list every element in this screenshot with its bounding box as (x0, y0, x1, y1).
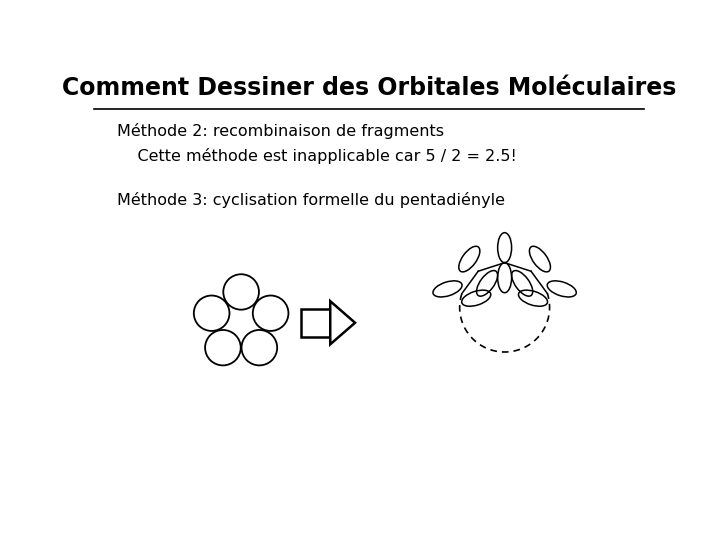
Polygon shape (330, 301, 355, 345)
Text: Cette méthode est inapplicable car 5 / 2 = 2.5!: Cette méthode est inapplicable car 5 / 2… (117, 148, 517, 164)
Text: Méthode 3: cyclisation formelle du pentadiényle: Méthode 3: cyclisation formelle du penta… (117, 192, 505, 208)
Bar (301, 309, 330, 336)
Text: Comment Dessiner des Orbitales Moléculaires: Comment Dessiner des Orbitales Moléculai… (62, 76, 676, 100)
Text: Méthode 2: recombinaison de fragments: Méthode 2: recombinaison de fragments (117, 123, 444, 139)
